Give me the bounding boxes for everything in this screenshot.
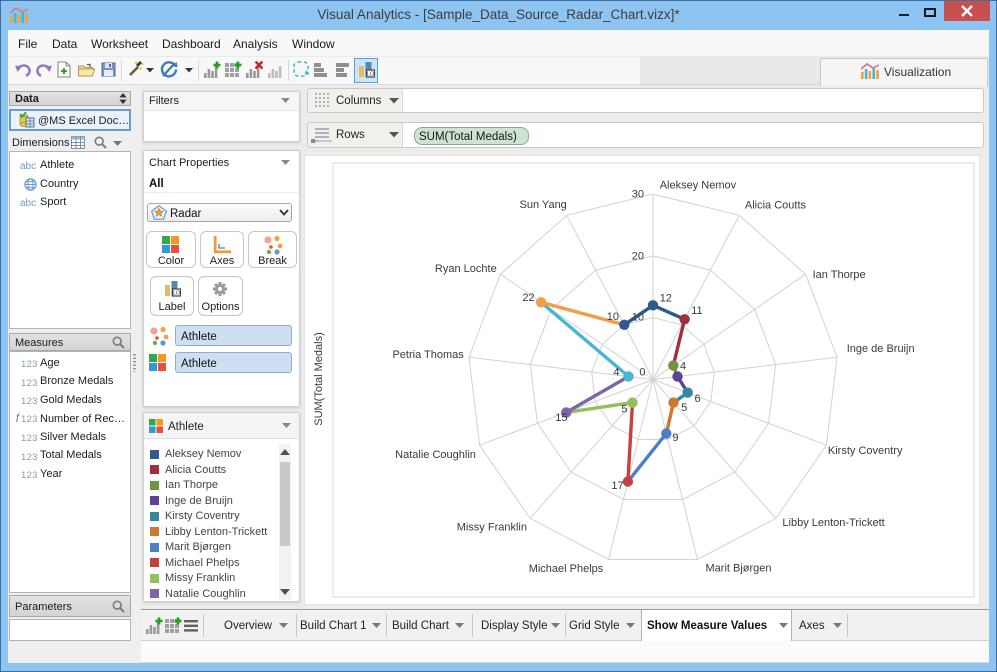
svg-text:Libby Lenton-Trickett: Libby Lenton-Trickett [782, 517, 884, 529]
svg-text:Missy Franklin: Missy Franklin [457, 522, 527, 534]
svg-text:12: 12 [660, 293, 672, 305]
svg-text:17: 17 [611, 480, 623, 492]
svg-text:LO: LO [173, 291, 181, 297]
svg-text:15: 15 [555, 412, 567, 424]
svg-text:10: 10 [632, 312, 644, 324]
svg-text:9: 9 [672, 432, 678, 444]
svg-text:Marit Bjørgen: Marit Bjørgen [706, 563, 772, 575]
svg-text:5: 5 [621, 404, 627, 416]
svg-text:Ryan Lochte: Ryan Lochte [435, 263, 497, 275]
svg-text:Aleksey Nemov: Aleksey Nemov [660, 180, 737, 192]
svg-text:Sun Yang: Sun Yang [520, 199, 567, 211]
svg-text:Alicia Coutts: Alicia Coutts [745, 200, 807, 212]
svg-text:11: 11 [691, 305, 702, 317]
svg-text:LO: LO [367, 72, 375, 78]
svg-text:4: 4 [613, 366, 619, 378]
svg-text:Inge de Bruijn: Inge de Bruijn [847, 343, 915, 355]
svg-text:22: 22 [522, 292, 534, 304]
svg-text:Kirsty Coventry: Kirsty Coventry [828, 445, 903, 457]
svg-text:Petria Thomas: Petria Thomas [392, 349, 464, 361]
svg-text:Michael Phelps: Michael Phelps [529, 563, 604, 575]
svg-text:10: 10 [607, 311, 619, 323]
svg-text:Ian Thorpe: Ian Thorpe [813, 269, 866, 281]
svg-text:30: 30 [632, 189, 644, 201]
svg-text:4: 4 [680, 361, 686, 373]
svg-text:0: 0 [639, 367, 645, 379]
svg-text:5: 5 [681, 402, 687, 414]
svg-text:20: 20 [632, 251, 644, 263]
svg-text:Natalie Coughlin: Natalie Coughlin [395, 449, 476, 461]
svg-text:6: 6 [695, 393, 701, 405]
